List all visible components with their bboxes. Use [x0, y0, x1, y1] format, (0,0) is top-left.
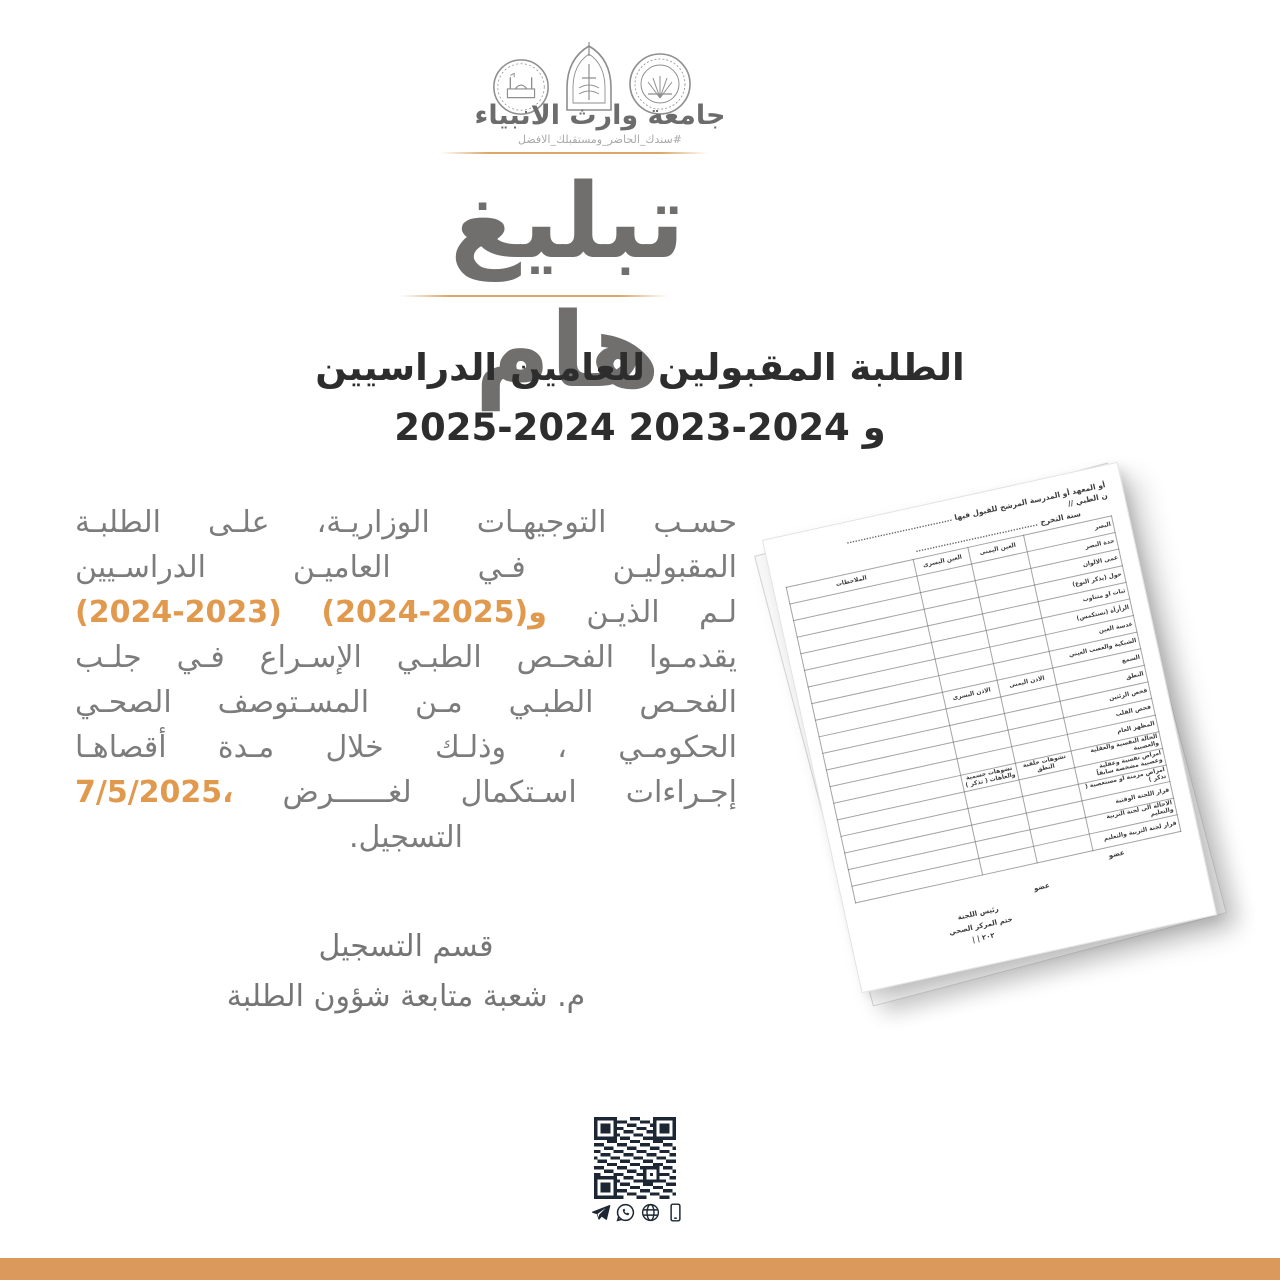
notice-subtitle-line1: الطلبة المقبولين للعامين الدراسيين — [315, 346, 965, 389]
body-line: الفحـص الطبـي مـن المسـتوصف الصحـي — [75, 686, 737, 719]
globe-icon — [640, 1202, 661, 1223]
signature-division: م. شعبة متابعة شؤون الطلبة — [226, 979, 586, 1014]
body-line: 7/5/2025، لغــــــرض اسـتكمال إجـراءات — [75, 776, 737, 809]
form-chair-block: رئيس اللجنة ختم المركز الصحي ٢٠٢ | | — [948, 904, 1014, 945]
form-member-1: عضو — [1107, 848, 1126, 860]
notice-subtitle-line2: 2025-2024 و 2024-2023 — [394, 406, 886, 449]
body-text-segment: يقدمـوا الفحـص الطبـي الإسـراع فـي جلـب — [75, 640, 737, 675]
body-line: حسـب التوجيهـات الوزاريـة، علـى الطلبـة — [75, 506, 737, 539]
university-tagline: #سندك_الحاضر_ومستقبلك_الافضل — [518, 133, 682, 146]
body-text-segment: الفحـص الطبـي مـن المسـتوصف الصحـي — [75, 685, 737, 720]
university-name: جامعة وارث الانبياء — [474, 100, 726, 131]
body-line: الحكومـي ، وذلـك خلال مـدة أقصاهـا — [75, 731, 737, 764]
body-text-segment: (2024-2023) — [75, 595, 282, 630]
body-line: (2024-2023) و(2025-2024) الذيـن لـم — [75, 596, 737, 629]
signature-block: قسم التسجيل م. شعبة متابعة شؤون الطلبة — [75, 922, 737, 1022]
notice-title: تبليغ هام — [449, 162, 686, 411]
orange-divider-title — [400, 295, 668, 297]
body-text-segment: الذيـن — [586, 595, 660, 630]
shrine-emblem-logo — [490, 54, 552, 118]
ministry-seal-logo — [626, 50, 694, 118]
footer-bar — [0, 1258, 1280, 1280]
notice-body: حسـب التوجيهـات الوزاريـة، علـى الطلبـة ا… — [75, 506, 737, 866]
body-text-segment: اسـتكمال — [460, 775, 577, 810]
body-line: يقدمـوا الفحـص الطبـي الإسـراع فـي جلـب — [75, 641, 737, 674]
body-text-segment: 7/5/2025، — [75, 775, 234, 810]
body-line: المقبوليـن فـي العاميـن الدراسـيين — [75, 551, 737, 584]
body-text-segment: إجـراءات — [625, 775, 737, 810]
phone-icon — [665, 1202, 686, 1223]
whatsapp-icon — [615, 1202, 636, 1223]
logo-row — [490, 38, 700, 118]
body-text-segment: المقبوليـن فـي العاميـن الدراسـيين — [75, 550, 737, 585]
body-text-segment: التسجيل. — [349, 820, 463, 855]
form-member-2: عضو — [1033, 881, 1051, 893]
social-icons-row — [590, 1202, 686, 1223]
body-text-segment: و(2025-2024) — [321, 595, 547, 630]
signature-department: قسم التسجيل — [318, 929, 494, 964]
body-text-segment: الحكومـي ، وذلـك خلال مـدة أقصاهـا — [75, 730, 737, 765]
telegram-icon — [590, 1202, 611, 1223]
body-line: التسجيل. — [75, 821, 737, 854]
body-text-segment: حسـب التوجيهـات الوزاريـة، علـى الطلبـة — [75, 505, 737, 540]
orange-divider-top — [440, 152, 708, 154]
medical-form-paper: أو المعهد أو المدرسة المرشح للقبول فيها … — [762, 461, 1218, 994]
qr-code — [594, 1117, 676, 1199]
body-text-segment: لغــــــرض — [282, 775, 412, 810]
university-emblem-logo — [556, 40, 622, 118]
body-text-segment: لـم — [699, 595, 737, 630]
